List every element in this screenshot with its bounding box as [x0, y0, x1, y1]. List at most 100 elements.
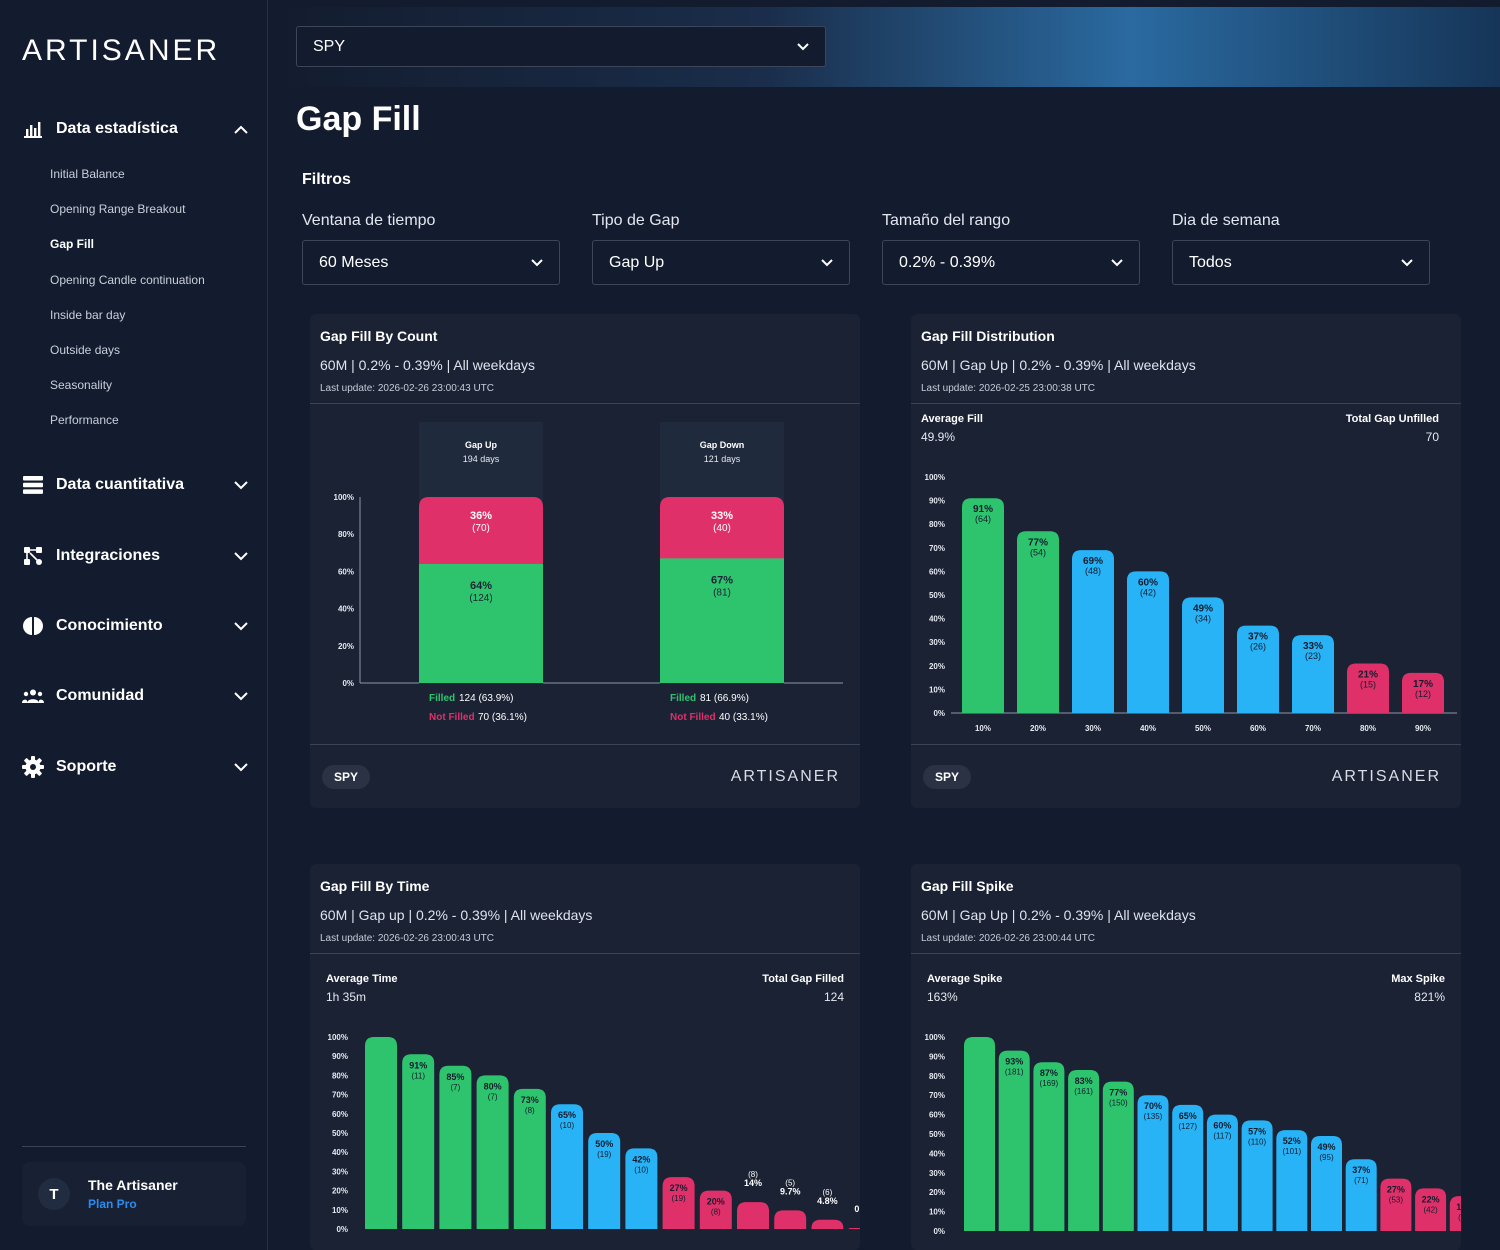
- bar-label: 0.0%: [854, 1204, 860, 1214]
- bar: [1402, 672, 1444, 713]
- y-tick-label: 40%: [929, 615, 945, 624]
- chevron-down-icon: [531, 254, 543, 272]
- y-tick-label: 10%: [929, 685, 945, 694]
- user-plan: Plan Pro: [88, 1197, 137, 1211]
- legend-filled-value: 124 (63.9%): [459, 693, 513, 704]
- chevron-down-icon[interactable]: [234, 689, 248, 703]
- nav-section-data-cuantitativa[interactable]: Data cuantitativa: [22, 470, 248, 500]
- category-name: Gap Up: [465, 440, 498, 450]
- chart-gap-fill-by-time: 0% 10% 20% 30% 40% 50% 60% 70% 80% 90% 100% 91%(11)…: [328, 1033, 860, 1234]
- bar: [1033, 1062, 1065, 1231]
- bar-label: 52%: [1283, 1136, 1301, 1146]
- sidebar-item-initial-balance[interactable]: Initial Balance: [50, 167, 125, 181]
- bar: [662, 1177, 695, 1229]
- chevron-up-icon[interactable]: [234, 122, 248, 136]
- y-tick-label: 20%: [338, 642, 354, 651]
- bar-count: (64): [975, 514, 991, 524]
- chevron-down-icon[interactable]: [234, 760, 248, 774]
- bar-count: (10): [560, 1121, 575, 1130]
- sidebar-item-gap-fill[interactable]: Gap Fill: [50, 237, 95, 251]
- bar-label: 49%: [1317, 1142, 1335, 1152]
- bar-label: 21%: [1358, 669, 1378, 680]
- bar-count-not-filled: (70): [472, 523, 490, 534]
- symbol-select[interactable]: SPY: [296, 26, 826, 67]
- bar-count: (19): [671, 1194, 686, 1203]
- y-tick-label: 80%: [338, 530, 354, 539]
- brand-wordmark: ARTISANER: [730, 767, 840, 785]
- time-window-select[interactable]: 60 Meses: [302, 240, 560, 285]
- nav-section-conocimiento[interactable]: Conocimiento: [22, 611, 248, 641]
- y-tick-label: 60%: [332, 1110, 348, 1119]
- range-size-select[interactable]: 0.2% - 0.39%: [882, 240, 1140, 285]
- chevron-down-icon[interactable]: [234, 478, 248, 492]
- bar-count: (42): [1423, 1205, 1438, 1214]
- sidebar-item-opening-range-breakout[interactable]: Opening Range Breakout: [50, 202, 186, 216]
- card-footer: SPY ARTISANER: [911, 744, 1461, 808]
- bar-label: 57%: [1248, 1126, 1266, 1136]
- sidebar-item-opening-candle-continuation[interactable]: Opening Candle continuation: [50, 273, 205, 287]
- bar-label: 37%: [1248, 632, 1268, 643]
- stat-total-gap-unfilled: Total Gap Unfilled 70: [1346, 413, 1439, 444]
- bar-count: (127): [1178, 1122, 1197, 1131]
- bar-not-filled: [419, 497, 543, 565]
- bar-label: 42%: [632, 1154, 650, 1164]
- gap-type-select[interactable]: Gap Up: [592, 240, 850, 285]
- bar-count: (34): [1195, 613, 1211, 623]
- x-tick-label: 90%: [1415, 724, 1431, 733]
- filter-label-range-size: Tamaño del rango: [882, 212, 1011, 229]
- stat-label: Total Gap Unfilled: [1345, 413, 1439, 425]
- user-card[interactable]: T The Artisaner Plan Pro: [22, 1162, 246, 1226]
- bar-label: 70%: [1144, 1101, 1162, 1111]
- symbol-badge: SPY: [923, 764, 972, 789]
- chevron-down-icon[interactable]: [234, 549, 248, 563]
- bar: [588, 1133, 621, 1229]
- bar-count: (48): [1085, 566, 1101, 576]
- bar: [737, 1202, 769, 1229]
- bar-label-filled: 64%: [470, 580, 492, 592]
- bar-count: (101): [1282, 1147, 1301, 1156]
- sidebar-item-outside-days[interactable]: Outside days: [50, 343, 121, 357]
- bar-count: (135): [1144, 1112, 1163, 1121]
- sidebar-item-seasonality[interactable]: Seasonality: [50, 378, 113, 392]
- chevron-down-icon[interactable]: [234, 619, 248, 633]
- weekday-select[interactable]: Todos: [1172, 240, 1430, 285]
- y-tick-label: 90%: [929, 1052, 945, 1061]
- nav-section-label: Data estadística: [56, 120, 178, 137]
- database-icon: [22, 474, 44, 496]
- nav-section-data-estadistica[interactable]: Data estadística: [22, 114, 248, 144]
- card-last-update: Last update: 2026-02-25 23:00:38 UTC: [921, 383, 1096, 394]
- bar: [1241, 1120, 1273, 1231]
- card-gap-fill-by-time: Gap Fill By Time 60M | Gap up | 0.2% - 0…: [310, 864, 860, 1250]
- avatar: T: [38, 1178, 70, 1210]
- card-last-update: Last update: 2026-02-26 23:00:44 UTC: [921, 933, 1096, 944]
- nav-section-integraciones[interactable]: Integraciones: [22, 541, 248, 571]
- bar-count: (5): [785, 1178, 795, 1187]
- bar-label: 9.7%: [780, 1186, 801, 1196]
- y-tick-label: 100%: [328, 1033, 348, 1042]
- bar: [1017, 531, 1059, 713]
- stat-average-fill: Average Fill 49.9%: [921, 413, 983, 444]
- sidebar-item-performance[interactable]: Performance: [50, 413, 119, 427]
- nav-section-soporte[interactable]: Soporte: [22, 752, 248, 782]
- card-title: Gap Fill By Count: [320, 328, 438, 344]
- stat-max-spike: Max Spike 821%: [1391, 973, 1445, 1004]
- chevron-down-icon: [1111, 254, 1123, 272]
- bar-count: (54): [1030, 547, 1046, 557]
- bar-count: (7): [451, 1083, 461, 1092]
- nodes-icon: [22, 545, 44, 567]
- y-tick-label: 20%: [929, 662, 945, 671]
- bar-filled: [660, 558, 784, 683]
- bar-label: 65%: [558, 1110, 576, 1120]
- bar-filled: [419, 563, 543, 683]
- y-tick-label: 80%: [332, 1071, 348, 1080]
- logo[interactable]: ARTISANER: [22, 34, 221, 67]
- bar: [1415, 1188, 1447, 1231]
- bar-label: 69%: [1083, 556, 1103, 567]
- legend-filled-label: Filled: [670, 693, 696, 704]
- bar-count: (26): [1250, 642, 1266, 652]
- bar-label: 27%: [1387, 1185, 1405, 1195]
- chevron-down-icon: [1401, 254, 1413, 272]
- card-last-update: Last update: 2026-02-26 23:00:43 UTC: [320, 933, 495, 944]
- sidebar-item-inside-bar-day[interactable]: Inside bar day: [50, 308, 126, 322]
- nav-section-comunidad[interactable]: Comunidad: [22, 681, 248, 711]
